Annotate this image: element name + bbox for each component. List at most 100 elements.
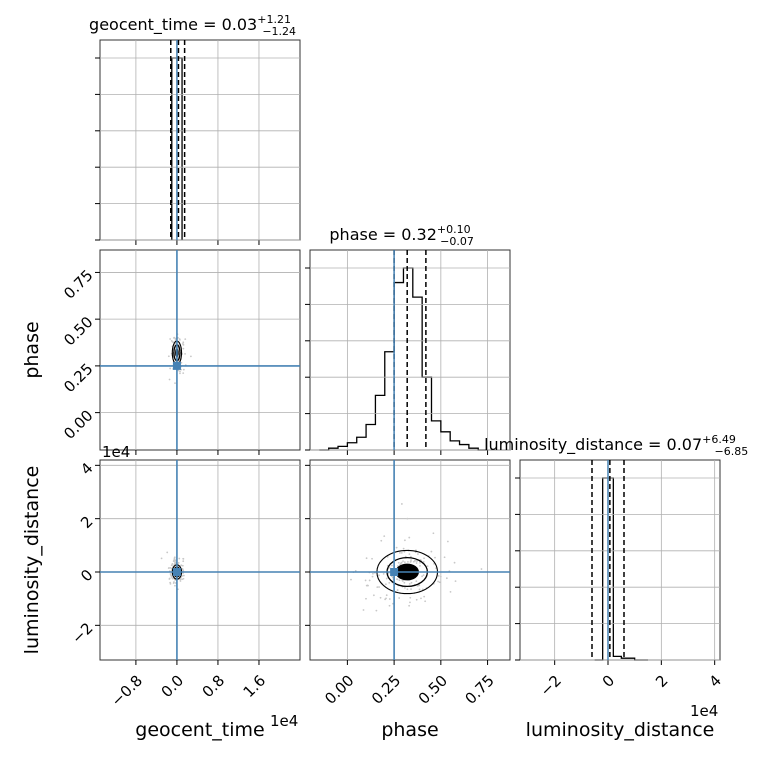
hist-panel-phase: phase = 0.32+0.10−0.07 (305, 223, 511, 455)
sample-point (168, 378, 171, 381)
sample-point (383, 535, 386, 538)
title-plus: +1.21 (257, 13, 291, 26)
sample-point (401, 579, 404, 582)
sample-point (426, 565, 429, 568)
sample-point (402, 547, 405, 550)
sample-point (376, 586, 379, 588)
sample-point (403, 550, 406, 553)
tick-label-x-geocent_time-1: 0.0 (158, 672, 188, 702)
scatter-panel-luminosity_distance-vs-phase (305, 459, 511, 665)
sample-point (170, 340, 173, 342)
scatter-panel-luminosity_distance-vs-geocent_time (95, 459, 301, 665)
sample-point (179, 338, 181, 341)
sample-point (420, 597, 422, 600)
sample-point (167, 355, 170, 358)
tick-label-x-geocent_time-2: 0.8 (199, 672, 229, 702)
sample-point (385, 597, 387, 600)
title-luminosity_distance: luminosity_distance = 0.07+6.49 (484, 433, 736, 455)
sample-point (409, 561, 412, 563)
sample-point (399, 563, 402, 566)
hist-panel-geocent_time: geocent_time = 0.03+1.21−1.24 (89, 13, 301, 245)
truth-marker (172, 568, 181, 576)
sample-point (409, 601, 411, 604)
sample-point (170, 576, 173, 578)
y-grid (100, 464, 300, 626)
sample-point (384, 583, 387, 586)
sample-point (171, 563, 174, 565)
sample-point (169, 573, 172, 576)
sample-point (182, 343, 185, 346)
sample-point (409, 596, 412, 599)
title-plus: +0.10 (437, 223, 471, 236)
sample-point (453, 561, 456, 564)
samples (167, 333, 192, 385)
sample-point (432, 532, 435, 535)
sample-point (179, 578, 182, 580)
sample-point (395, 546, 398, 549)
sample-point (182, 560, 185, 563)
sample-point (418, 588, 421, 591)
sample-point (402, 560, 404, 563)
sample-point (166, 551, 169, 554)
sample-point (174, 584, 176, 587)
sample-point (437, 580, 440, 583)
x-axis-label-geocent_time: geocent_time (135, 719, 264, 741)
sample-point (434, 556, 436, 559)
scatter-panel-luminosity_distance-vs-phase-frame (309, 459, 511, 661)
sample-point (419, 564, 421, 567)
offset-label-geocent-x: 1e4 (270, 712, 298, 730)
sample-point (378, 574, 380, 577)
y-grid (310, 464, 510, 626)
sample-point (371, 557, 373, 560)
sample-point (184, 352, 186, 355)
title-minus-phase: −0.07 (440, 235, 474, 248)
title-main: luminosity_distance = 0.07 (484, 435, 702, 455)
x-axis-label-phase: phase (381, 719, 438, 741)
tick-label-x-geocent_time-3: 1.6 (240, 672, 270, 702)
sample-point (365, 597, 367, 600)
sample-point (407, 560, 409, 563)
sample-point (378, 586, 380, 588)
sample-point (415, 598, 418, 601)
sample-point (408, 536, 411, 539)
sample-point (182, 372, 185, 375)
sample-point (388, 598, 391, 600)
sample-point (412, 560, 415, 563)
sample-point (391, 564, 393, 567)
sample-point (396, 589, 399, 591)
sample-point (415, 560, 418, 562)
sample-point (179, 372, 181, 375)
sample-point (350, 578, 352, 581)
sample-point (180, 564, 182, 567)
hist-panel-luminosity_distance-frame (519, 459, 721, 661)
x-grid (554, 460, 716, 660)
sample-point (443, 556, 446, 559)
sample-point (385, 594, 388, 597)
title-geocent_time: geocent_time = 0.03+1.21 (89, 13, 291, 35)
title-main: phase = 0.32 (329, 225, 436, 244)
sample-point (415, 580, 418, 583)
sample-point (388, 566, 391, 569)
sample-point (174, 339, 177, 341)
title-minus-geocent_time: −1.24 (262, 25, 296, 38)
y-axis-label-luminosity_distance: luminosity_distance (21, 466, 43, 655)
title-plus: +6.49 (702, 433, 736, 446)
sample-point (169, 367, 172, 370)
sample-point (184, 338, 187, 340)
tick-label-y-phase-3: 0.75 (60, 266, 96, 302)
tick-label-x-luminosity_distance-3: 4 (705, 672, 724, 691)
title-main: geocent_time = 0.03 (89, 15, 257, 35)
sample-point (408, 582, 411, 585)
sample-point (182, 557, 185, 560)
tick-label-x-geocent_time-0: −0.8 (108, 672, 146, 710)
sample-point (380, 539, 383, 542)
sample-point (169, 338, 172, 340)
sample-point (445, 577, 448, 580)
sample-point (422, 574, 425, 576)
sample-point (170, 564, 173, 567)
sample-point (375, 609, 378, 612)
sample-point (387, 572, 390, 575)
hist-panel-luminosity_distance: luminosity_distance = 0.07+6.49−6.85 (484, 433, 748, 665)
sample-point (182, 341, 185, 344)
sample-point (388, 581, 391, 584)
